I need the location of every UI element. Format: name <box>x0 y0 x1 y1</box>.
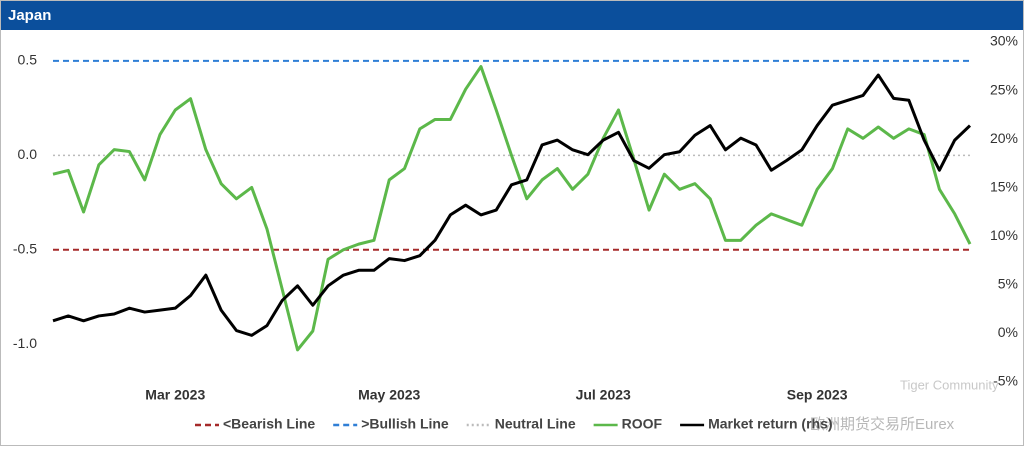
y2-tick-label: 20% <box>990 130 1018 146</box>
y-tick-label: -1.0 <box>13 335 37 351</box>
y2-tick-label: 0% <box>998 324 1018 340</box>
x-tick-label: Mar 2023 <box>145 387 205 403</box>
y-tick-label: -0.5 <box>13 240 37 256</box>
x-tick-label: Jul 2023 <box>576 387 631 403</box>
y-tick-label: 0.0 <box>18 146 38 162</box>
legend-label: Market return (rhs) <box>708 416 832 432</box>
y2-tick-label: 15% <box>990 178 1018 194</box>
x-tick-label: May 2023 <box>358 387 420 403</box>
legend-label: ROOF <box>622 416 663 432</box>
legend-label: <Bearish Line <box>223 416 315 432</box>
y2-tick-label: 5% <box>998 276 1018 292</box>
y2-tick-label: 30% <box>990 33 1018 49</box>
y2-tick-label: -5% <box>993 373 1018 389</box>
chart-title: Japan <box>8 7 51 24</box>
watermark: 欧洲期货交易所Eurex <box>810 415 955 433</box>
legend-label: >Bullish Line <box>361 416 449 432</box>
watermark: Tiger Community <box>900 377 999 392</box>
legend-label: Neutral Line <box>495 416 576 432</box>
y2-tick-label: 25% <box>990 81 1018 97</box>
x-tick-label: Sep 2023 <box>787 387 848 403</box>
series-line <box>52 73 972 337</box>
y2-tick-label: 10% <box>990 227 1018 243</box>
series-line <box>52 65 972 352</box>
header-bar <box>1 1 1023 30</box>
y-tick-label: 0.5 <box>18 52 38 68</box>
